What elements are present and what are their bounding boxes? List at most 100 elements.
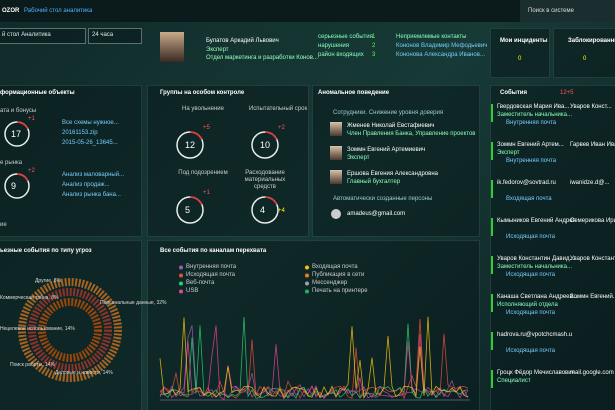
event-name[interactable]: Кымыников Евгений Андрея xyxy=(497,218,576,224)
avatar xyxy=(330,146,342,160)
threat-label: Другие, 8% xyxy=(35,278,62,284)
event-channel: Входящая почта xyxy=(506,196,552,202)
donut-ring xyxy=(38,298,102,362)
event-name[interactable]: Зоммн Евгений Артем... xyxy=(497,142,564,148)
desk-select[interactable] xyxy=(0,28,86,44)
event-channel: Исходящая почта xyxy=(506,234,555,240)
profile-dept: Отдел маркетинга и разработки Конов... xyxy=(206,55,318,61)
desk-select-text[interactable]: й стол Аналитика xyxy=(2,32,51,38)
period-select-text[interactable]: 24 часа xyxy=(92,32,114,38)
file-link[interactable]: 2015-05-26_13645... xyxy=(62,140,118,146)
file-link[interactable]: Анализ рынка бана... xyxy=(62,192,121,198)
group-delta: +4 xyxy=(278,208,285,214)
stat-value: 2 xyxy=(372,43,376,49)
person-name[interactable]: Жменев Николай Евстафиевич xyxy=(347,123,435,129)
file-link[interactable]: Анализ продаж... xyxy=(62,182,110,188)
channel-line xyxy=(159,316,469,400)
period-select[interactable] xyxy=(88,28,142,44)
person-role: Член Правления Банка, Управление проекто… xyxy=(347,131,476,137)
logo: OZOR xyxy=(2,8,20,14)
top-bar xyxy=(0,0,615,22)
group-delta: +2 xyxy=(28,168,35,174)
channel-line xyxy=(159,325,469,401)
group-delta: +1 xyxy=(28,116,35,122)
ring-arc xyxy=(189,196,203,205)
event-name[interactable]: Уваров Константин Давид... xyxy=(497,256,575,262)
event-name[interactable]: iwanidze.d@... xyxy=(570,180,610,186)
person-name[interactable]: Зоммн Евгений Артемиевич xyxy=(347,147,426,153)
stat-value: 1 xyxy=(372,34,376,40)
stat-label: район входящих xyxy=(318,52,364,58)
legend-label: Входящая почта xyxy=(312,264,358,270)
panel-title: ьезные события по типу угроз xyxy=(0,248,92,254)
stat-label: нарушения xyxy=(318,43,349,49)
file-link[interactable]: Анализ маловарный... xyxy=(62,172,125,178)
stat-value: 3 xyxy=(372,52,376,58)
person-name[interactable]: Ершова Евгения Александровна xyxy=(347,171,438,177)
info-objects-panel xyxy=(0,85,142,237)
file-link[interactable]: 20161153.zip xyxy=(62,130,98,136)
group-label: На увольнение xyxy=(182,106,224,112)
events-counter: 12+5 xyxy=(560,90,574,96)
event-name[interactable]: Гвердовская Мария Ива... xyxy=(497,104,570,110)
control-groups-panel xyxy=(147,85,309,237)
event-marker xyxy=(491,370,493,388)
search-link[interactable]: Поиск в системе xyxy=(528,8,574,14)
contact[interactable]: Кононова Александра Иванов... xyxy=(396,52,485,58)
event-name[interactable]: Канаша Светлана Андреев... xyxy=(497,294,578,300)
event-role: Заместитель начальника... xyxy=(497,112,573,118)
event-name[interactable]: Уваров Константин... xyxy=(570,256,615,262)
event-name[interactable]: Семерикова Ирина... xyxy=(570,218,615,224)
group-delta: +5 xyxy=(203,125,210,131)
group-value: 5 xyxy=(185,205,191,215)
group-value: 10 xyxy=(260,140,271,150)
event-name[interactable]: ik.fedorov@sovtrad.ru xyxy=(497,180,556,186)
search-button[interactable] xyxy=(520,0,615,22)
legend-label: Внутренняя почта xyxy=(186,264,237,270)
event-marker xyxy=(491,294,493,312)
contact[interactable]: Кононов Владимир Мефодьевич xyxy=(396,43,488,49)
blocked-value: 0 xyxy=(583,56,587,62)
ring-arc xyxy=(264,196,278,205)
event-role: Эксперт xyxy=(497,150,520,156)
section-subtitle: Автоматически созданные персоны xyxy=(333,196,433,202)
group-value: 9 xyxy=(11,181,17,191)
group-value: 4 xyxy=(260,205,266,215)
legend-label: Печать на принтере xyxy=(312,288,368,294)
file-link[interactable]: Все схемы нужное... xyxy=(62,120,119,126)
event-name[interactable]: Уваров Конст... xyxy=(570,104,612,110)
group-delta: +2 xyxy=(278,125,285,131)
event-name[interactable]: Гарвев Иван Иван... xyxy=(570,142,615,148)
donut-ring xyxy=(18,278,122,382)
event-marker xyxy=(491,218,493,236)
legend-dot xyxy=(305,273,309,278)
event-name[interactable]: Зоммн Евгений... xyxy=(570,294,615,300)
profile-photo xyxy=(160,32,184,62)
event-name[interactable]: hadrova.ru@vpotchcmash.u xyxy=(497,332,573,338)
group-label: ие xyxy=(0,222,7,228)
threat-label: Персональные данные, 32% xyxy=(100,300,167,306)
event-channel: Исходящая почта xyxy=(506,272,555,278)
person-name[interactable]: amadeus@gmail.com xyxy=(347,211,406,217)
event-name[interactable]: Гроцк Фёдор Мечиславович xyxy=(497,370,575,376)
ring-arc xyxy=(264,131,278,140)
legend-label: Публикация в сети xyxy=(312,272,365,278)
profile-name: Булатов Аркадий Львович xyxy=(206,38,279,44)
legend-dot xyxy=(305,281,309,286)
threat-label: Деловые и новости, 14% xyxy=(55,370,113,376)
event-channel: Исходящая почта xyxy=(506,348,555,354)
person-role: Эксперт xyxy=(347,155,370,161)
ring-arc xyxy=(16,173,29,182)
event-marker xyxy=(491,332,493,350)
event-name[interactable]: mail.google.com xyxy=(570,370,614,376)
event-role: Специалист xyxy=(497,378,531,384)
blocked-label: Заблокированные xyxy=(568,38,615,44)
incidents-value: 0 xyxy=(518,56,522,62)
group-label: Под подозрением xyxy=(178,170,228,176)
incidents-panel xyxy=(490,28,550,78)
event-marker xyxy=(491,142,493,160)
stat-label: серьезные события xyxy=(318,34,373,40)
blocked-panel xyxy=(553,28,615,78)
panel-title: формационные объекты xyxy=(0,90,75,96)
